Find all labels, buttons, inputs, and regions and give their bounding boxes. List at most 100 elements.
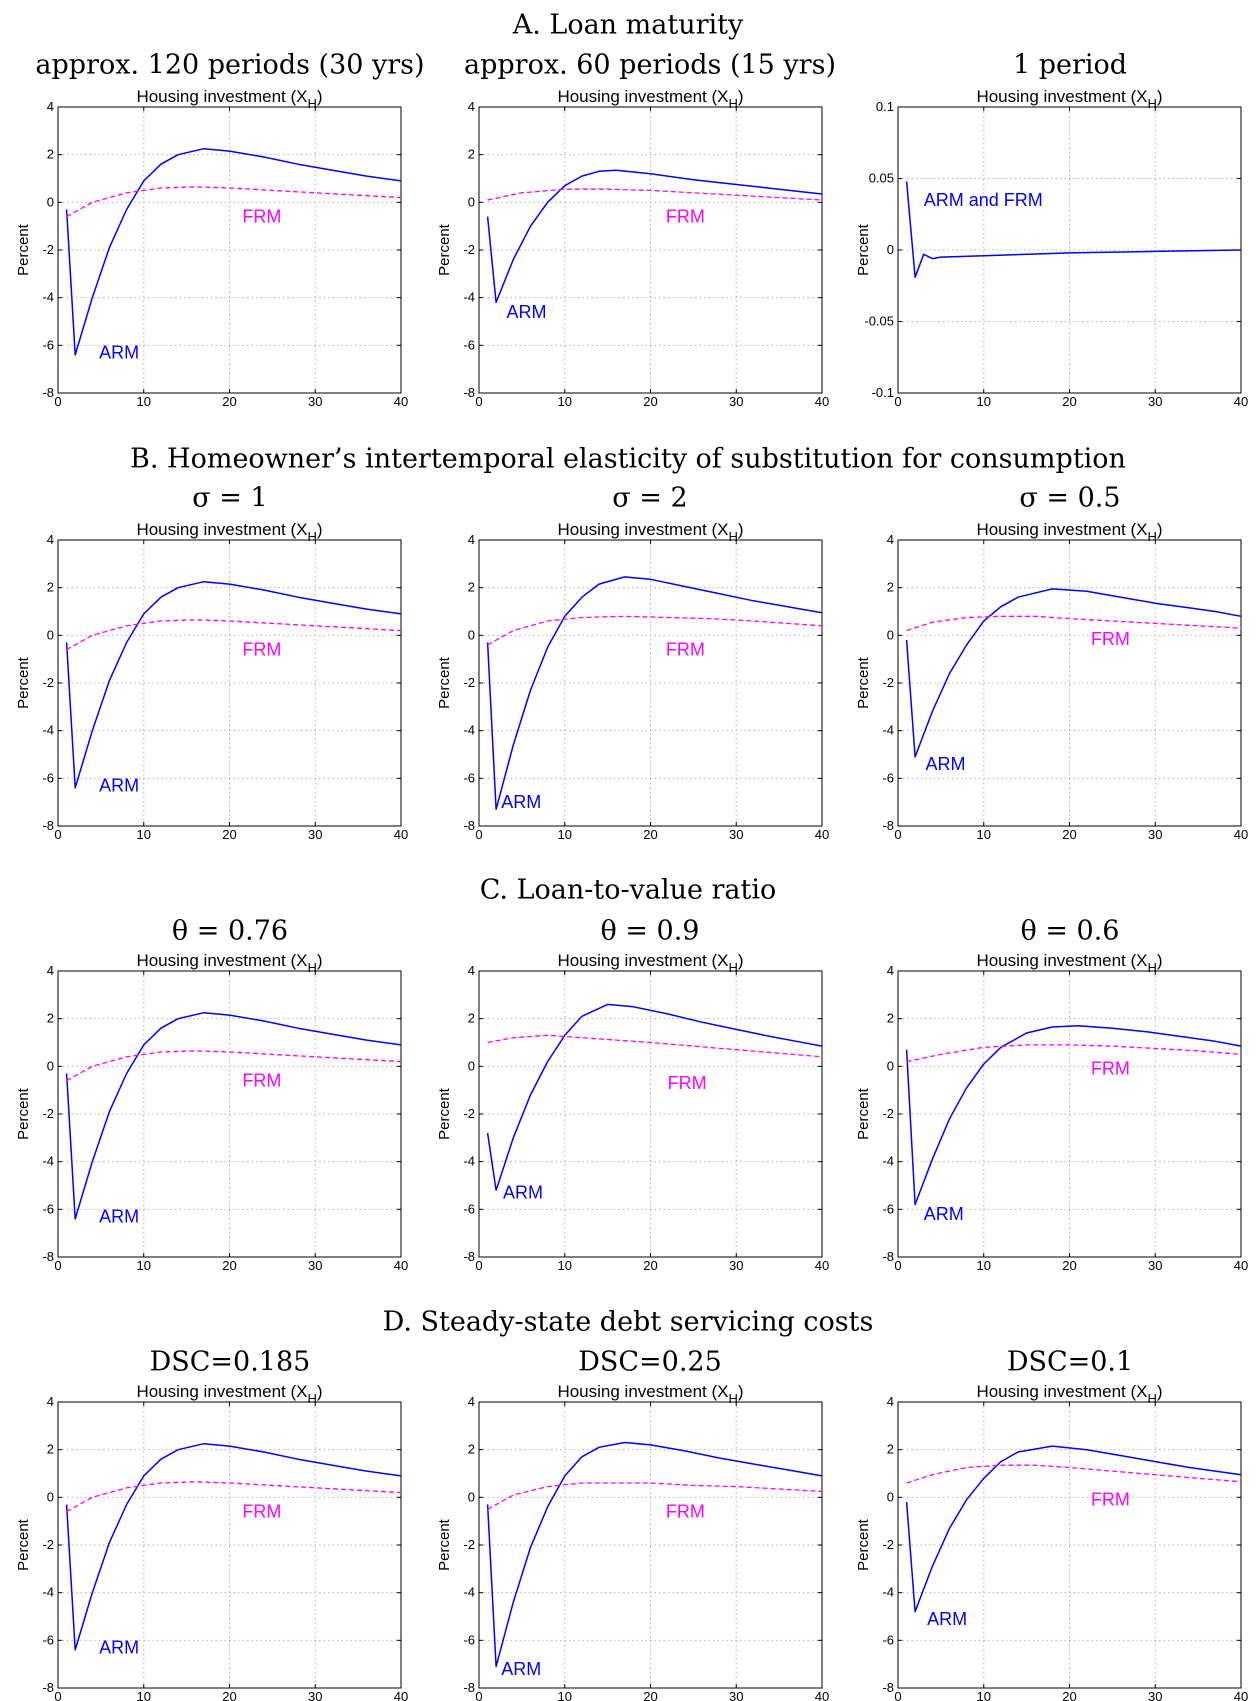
y-tick-label: 0 bbox=[468, 1489, 475, 1504]
y-tick-label: -2 bbox=[882, 1537, 894, 1552]
y-tick-label: 4 bbox=[468, 99, 475, 114]
x-tick-label: 30 bbox=[1148, 394, 1162, 409]
column-title: θ = 0.76 bbox=[172, 916, 288, 947]
y-tick-label: -2 bbox=[42, 1106, 54, 1121]
x-tick-label: 0 bbox=[894, 394, 901, 409]
x-tick-label: 30 bbox=[729, 1689, 743, 1701]
x-tick-label: 0 bbox=[894, 827, 901, 842]
y-tick-label: -2 bbox=[463, 1106, 475, 1121]
x-tick-label: 10 bbox=[558, 1258, 572, 1273]
series-annotation: FRM bbox=[1091, 1059, 1130, 1079]
y-tick-label: -4 bbox=[463, 1154, 475, 1169]
series-line-arm bbox=[65, 1442, 402, 1651]
series-line-arm bbox=[905, 1445, 1242, 1613]
x-tick-label: 40 bbox=[394, 827, 408, 842]
y-tick-label: -4 bbox=[882, 1585, 894, 1600]
y-tick-label: -8 bbox=[882, 1680, 894, 1695]
y-tick-label: -4 bbox=[882, 1154, 894, 1169]
y-tick-label: -6 bbox=[882, 1632, 894, 1647]
y-axis-label: Percent bbox=[15, 656, 32, 709]
column-title: σ = 1 bbox=[192, 483, 267, 514]
series-annotation: FRM bbox=[242, 640, 281, 660]
series-line-arm bbox=[486, 169, 823, 304]
y-tick-label: 0 bbox=[47, 627, 54, 642]
y-tick-label: 0 bbox=[47, 1489, 54, 1504]
y-axis-label: Percent bbox=[436, 1087, 453, 1140]
x-tick-label: 20 bbox=[1062, 1258, 1076, 1273]
x-tick-label: 20 bbox=[222, 827, 236, 842]
column-title: DSC=0.25 bbox=[578, 1347, 722, 1378]
y-axis-label: Percent bbox=[15, 223, 32, 276]
series-line-arm bbox=[486, 1441, 823, 1668]
series-annotation: FRM bbox=[666, 640, 705, 660]
y-tick-label: 2 bbox=[47, 580, 54, 595]
y-tick-label: -6 bbox=[42, 1632, 54, 1647]
series-line-frm bbox=[66, 1050, 402, 1082]
y-tick-label: -6 bbox=[463, 337, 475, 352]
series-annotation: FRM bbox=[668, 1073, 707, 1093]
y-tick-label: -2 bbox=[42, 1537, 54, 1552]
column-title: approx. 60 periods (15 yrs) bbox=[464, 50, 836, 81]
x-tick-label: 30 bbox=[308, 827, 322, 842]
series-annotation: ARM and FRM bbox=[924, 190, 1043, 210]
y-tick-label: 4 bbox=[887, 963, 894, 978]
y-tick-label: 0 bbox=[887, 242, 894, 257]
x-tick-label: 0 bbox=[54, 1689, 61, 1701]
series-line-frm bbox=[906, 1464, 1242, 1484]
y-tick-label: -8 bbox=[882, 1249, 894, 1264]
y-tick-label: -6 bbox=[882, 770, 894, 785]
y-tick-label: 2 bbox=[887, 1442, 894, 1457]
x-tick-label: 30 bbox=[308, 1258, 322, 1273]
x-tick-label: 10 bbox=[558, 1689, 572, 1701]
x-tick-label: 0 bbox=[54, 394, 61, 409]
y-tick-label: -8 bbox=[463, 818, 475, 833]
series-annotation: ARM bbox=[927, 1609, 967, 1629]
x-tick-label: 30 bbox=[1148, 1258, 1162, 1273]
y-tick-label: -6 bbox=[463, 1632, 475, 1647]
y-tick-label: -8 bbox=[42, 1249, 54, 1264]
y-axis-label: Percent bbox=[436, 656, 453, 709]
y-tick-label: -6 bbox=[42, 337, 54, 352]
series-line-arm bbox=[65, 147, 402, 356]
y-tick-label: 2 bbox=[468, 580, 475, 595]
y-tick-label: 4 bbox=[47, 99, 54, 114]
series-annotation: FRM bbox=[1091, 1490, 1130, 1510]
y-tick-label: -6 bbox=[463, 770, 475, 785]
column-title: 1 period bbox=[1013, 50, 1127, 81]
y-tick-label: -4 bbox=[463, 723, 475, 738]
y-tick-label: 0 bbox=[887, 1058, 894, 1073]
y-tick-label: 2 bbox=[47, 1011, 54, 1026]
y-tick-label: -2 bbox=[42, 675, 54, 690]
y-tick-label: -8 bbox=[882, 818, 894, 833]
y-tick-label: 2 bbox=[47, 1442, 54, 1457]
y-tick-label: 0 bbox=[887, 1489, 894, 1504]
y-tick-label: 2 bbox=[468, 1011, 475, 1026]
x-tick-label: 30 bbox=[308, 1689, 322, 1701]
y-tick-label: 4 bbox=[468, 1394, 475, 1409]
x-tick-label: 30 bbox=[1148, 1689, 1162, 1701]
series-line-frm bbox=[487, 1034, 823, 1058]
y-tick-label: 0 bbox=[468, 194, 475, 209]
series-annotation: ARM bbox=[925, 754, 965, 774]
x-tick-label: 20 bbox=[1062, 394, 1076, 409]
x-tick-label: 10 bbox=[977, 1258, 991, 1273]
series-line-frm bbox=[906, 615, 1242, 632]
x-tick-label: 20 bbox=[643, 1258, 657, 1273]
section-title: B. Homeowner’s intertemporal elasticity … bbox=[130, 444, 1126, 475]
x-tick-label: 20 bbox=[1062, 827, 1076, 842]
y-tick-label: 0 bbox=[468, 627, 475, 642]
x-tick-label: 0 bbox=[54, 827, 61, 842]
series-annotation: ARM bbox=[99, 775, 139, 795]
x-tick-label: 40 bbox=[394, 394, 408, 409]
y-tick-label: 4 bbox=[47, 1394, 54, 1409]
y-tick-label: -6 bbox=[463, 1201, 475, 1216]
section-title: D. Steady-state debt servicing costs bbox=[383, 1307, 874, 1338]
y-tick-label: 4 bbox=[887, 532, 894, 547]
x-tick-label: 0 bbox=[475, 394, 482, 409]
y-tick-label: 0 bbox=[887, 627, 894, 642]
